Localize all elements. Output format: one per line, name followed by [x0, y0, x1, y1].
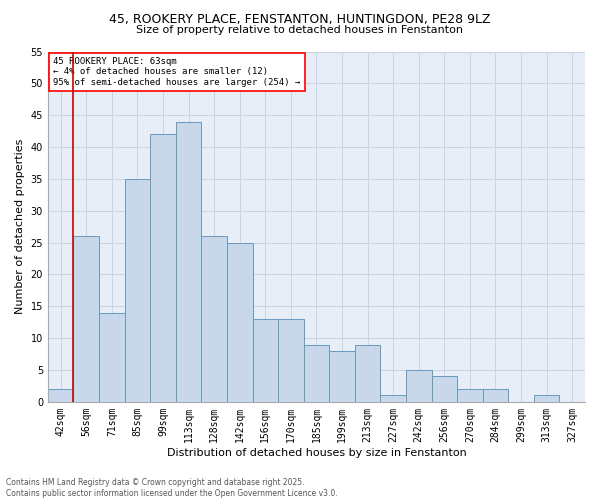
Bar — [482, 389, 508, 402]
Text: Contains HM Land Registry data © Crown copyright and database right 2025.
Contai: Contains HM Land Registry data © Crown c… — [6, 478, 338, 498]
Bar — [73, 236, 99, 402]
Text: Size of property relative to detached houses in Fenstanton: Size of property relative to detached ho… — [137, 25, 464, 35]
Bar — [355, 344, 380, 402]
Bar — [99, 312, 125, 402]
X-axis label: Distribution of detached houses by size in Fenstanton: Distribution of detached houses by size … — [167, 448, 466, 458]
Y-axis label: Number of detached properties: Number of detached properties — [15, 139, 25, 314]
Bar — [48, 389, 73, 402]
Bar — [125, 179, 150, 402]
Bar — [534, 396, 559, 402]
Bar — [406, 370, 431, 402]
Text: 45, ROOKERY PLACE, FENSTANTON, HUNTINGDON, PE28 9LZ: 45, ROOKERY PLACE, FENSTANTON, HUNTINGDO… — [109, 12, 491, 26]
Bar — [227, 242, 253, 402]
Bar — [431, 376, 457, 402]
Bar — [253, 319, 278, 402]
Bar — [380, 396, 406, 402]
Bar — [329, 351, 355, 402]
Bar — [278, 319, 304, 402]
Bar — [457, 389, 482, 402]
Bar — [202, 236, 227, 402]
Bar — [150, 134, 176, 402]
Text: 45 ROOKERY PLACE: 63sqm
← 4% of detached houses are smaller (12)
95% of semi-det: 45 ROOKERY PLACE: 63sqm ← 4% of detached… — [53, 57, 301, 87]
Bar — [176, 122, 202, 402]
Bar — [304, 344, 329, 402]
